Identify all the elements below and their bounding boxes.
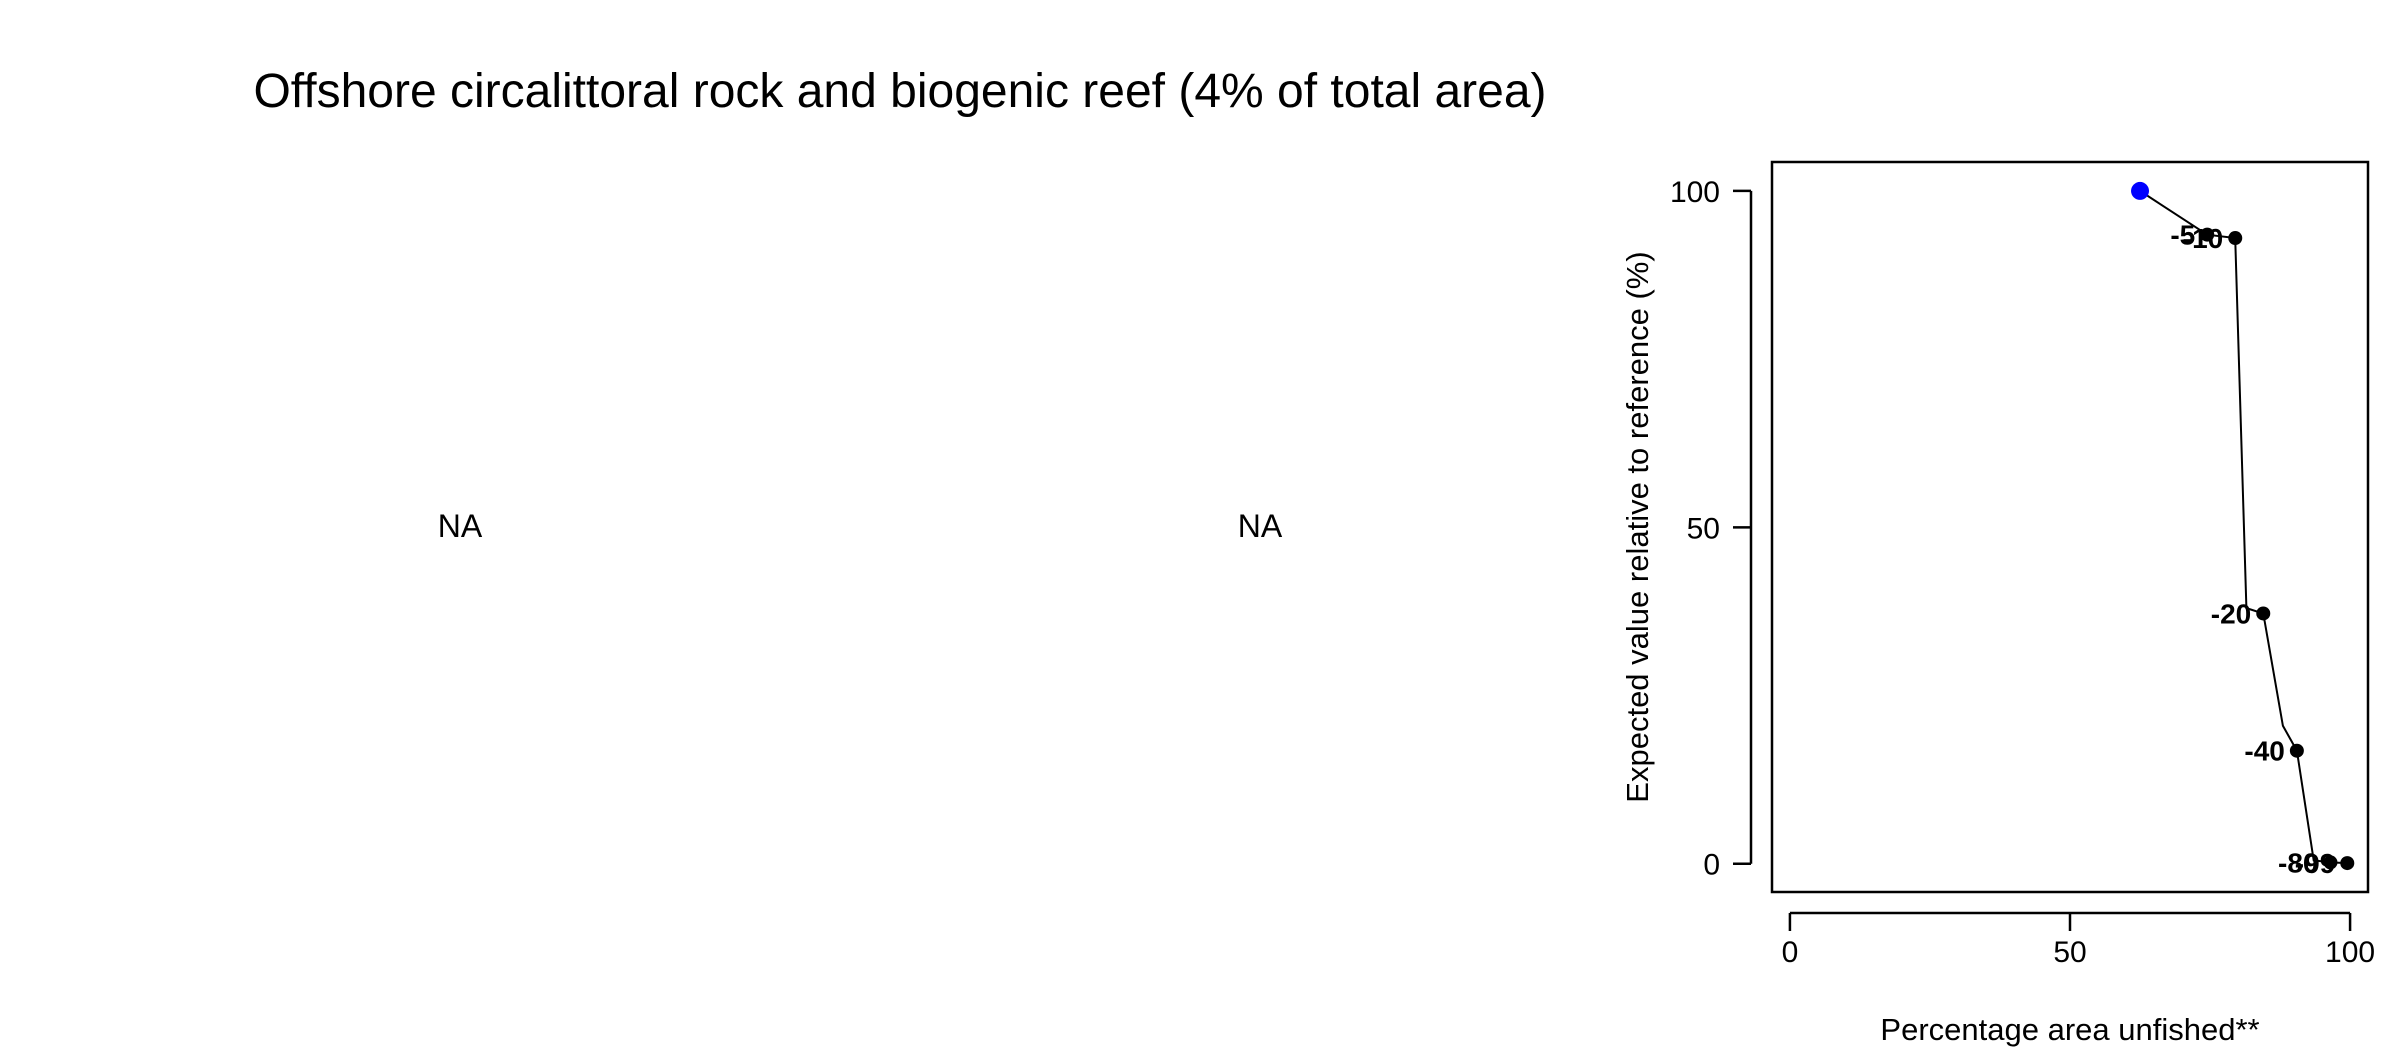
data-point-label: -80 — [2278, 847, 2318, 878]
data-point-label: -20 — [2211, 598, 2251, 629]
plot-frame — [1770, 160, 2370, 894]
x-axis: 0 50 100 — [1782, 911, 2375, 969]
x-tick-label: 100 — [2325, 936, 2375, 969]
y-axis: 0 50 100 — [1670, 176, 1753, 882]
data-point — [2289, 743, 2304, 758]
data-point-label: -10 — [2183, 223, 2223, 254]
series-line — [2139, 190, 2348, 865]
y-tick-label: 50 — [1687, 512, 1720, 545]
left-panel-na-text: NA — [437, 508, 483, 544]
data-point — [2228, 231, 2243, 246]
data-point — [2200, 227, 2215, 242]
data-points — [2131, 181, 2355, 871]
data-point-label: -40 — [2244, 736, 2284, 767]
data-point-label: -5 — [2170, 220, 2195, 251]
data-point — [2323, 855, 2338, 870]
data-labels: -5-10 -20 -40 -80-99 — [2170, 220, 2335, 879]
x-axis-label: Percentage area unfished** — [1880, 1012, 2259, 1047]
x-tick-label: 50 — [2053, 936, 2086, 969]
data-point — [2256, 606, 2271, 621]
y-tick-label: 0 — [1703, 849, 1720, 882]
x-tick-label: 0 — [1782, 936, 1799, 969]
middle-panel-na-text: NA — [1237, 508, 1283, 544]
reference-point — [2131, 181, 2150, 200]
chart-title: Offshore circalittoral rock and biogenic… — [253, 65, 1547, 118]
data-point-label: -99 — [2295, 848, 2335, 879]
y-axis-label: Expected value relative to reference (%) — [1620, 251, 1655, 802]
data-point — [2340, 856, 2355, 871]
y-tick-label: 100 — [1670, 176, 1720, 209]
